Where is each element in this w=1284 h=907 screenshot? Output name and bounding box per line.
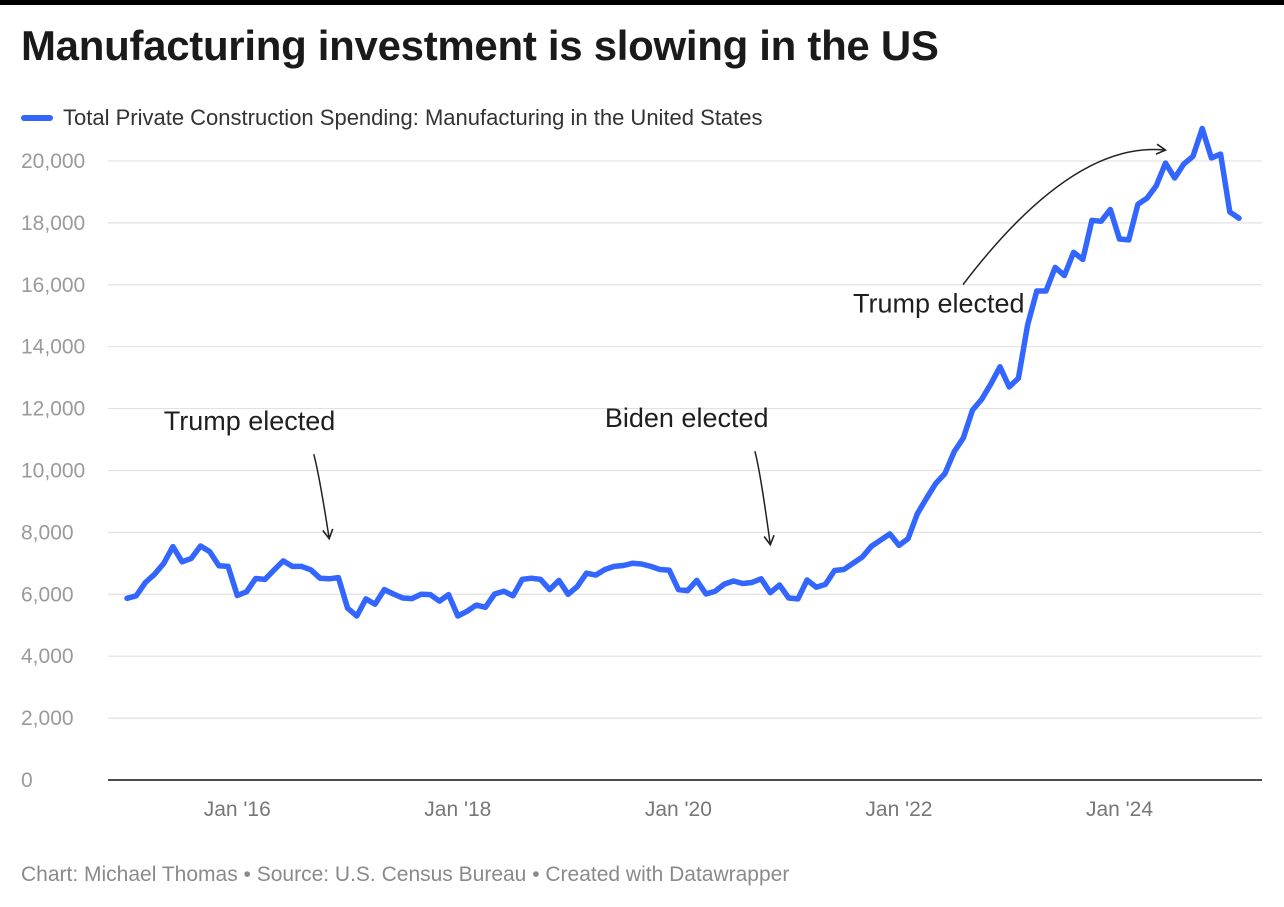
y-tick-label: 20,000: [21, 150, 85, 173]
y-tick-label: 4,000: [21, 645, 74, 668]
chart-title: Manufacturing investment is slowing in t…: [21, 22, 939, 69]
x-tick-label: Jan '20: [645, 798, 712, 821]
annotation-label: Trump elected: [164, 406, 336, 436]
legend: Total Private Construction Spending: Man…: [21, 104, 763, 132]
x-tick-label: Jan '22: [865, 798, 932, 821]
y-tick-label: 8,000: [21, 521, 74, 544]
y-tick-label: 18,000: [21, 212, 85, 235]
y-tick-label: 10,000: [21, 459, 85, 482]
y-tick-label: 16,000: [21, 274, 85, 297]
legend-swatch: [21, 115, 53, 121]
x-tick-label: Jan '16: [204, 798, 271, 821]
y-tick-label: 2,000: [21, 707, 74, 730]
series-line: [124, 125, 1242, 619]
annotation-arrow: [313, 454, 334, 541]
y-tick-label: 6,000: [21, 583, 74, 606]
footer-credit: Chart: Michael Thomas • Source: U.S. Cen…: [21, 863, 790, 886]
x-tick-label: Jan '24: [1086, 798, 1153, 821]
annotation-label: Biden elected: [605, 403, 769, 433]
y-tick-label: 14,000: [21, 336, 85, 359]
legend-label: Total Private Construction Spending: Man…: [63, 105, 763, 130]
annotation-arrow: [962, 143, 1168, 286]
top-rule: [0, 0, 1284, 5]
annotation-label: Trump elected: [853, 289, 1025, 319]
y-tick-label: 0: [21, 769, 33, 792]
x-tick-label: Jan '18: [424, 798, 491, 821]
line-chart: 0 2,000 4,000 6,000 8,000 10,000 12,000 14,000 1…: [21, 125, 1262, 821]
y-tick-label: 12,000: [21, 398, 85, 421]
annotation-arrow: [754, 450, 775, 547]
